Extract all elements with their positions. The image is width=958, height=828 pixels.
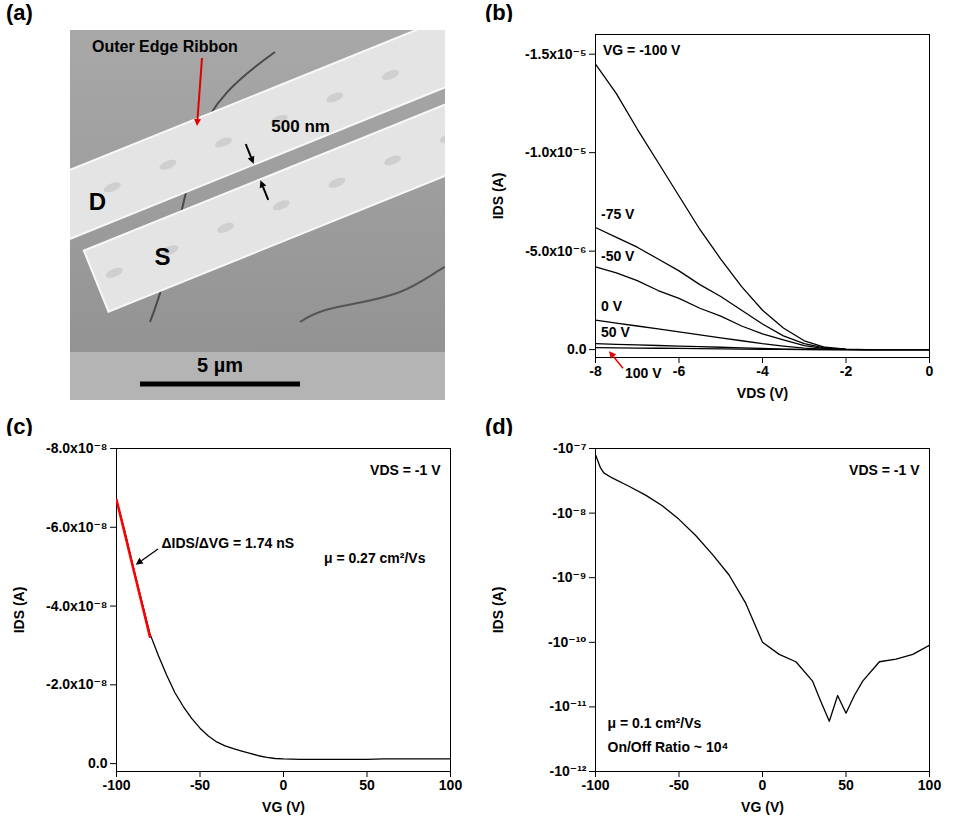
svg-text:500 nm: 500 nm [271,117,330,136]
svg-text:50: 50 [838,777,854,793]
svg-text:50: 50 [359,777,375,793]
svg-text:VDS (V): VDS (V) [737,385,788,401]
svg-text:0: 0 [926,363,934,379]
svg-text:-6: -6 [673,363,686,379]
svg-text:-50: -50 [669,777,689,793]
svg-text:100: 100 [918,777,942,793]
svg-text:VG (V): VG (V) [262,799,305,815]
svg-text:-1.0x10⁻⁵: -1.0x10⁻⁵ [525,144,586,160]
svg-text:ΔIDS/ΔVG = 1.74 nS: ΔIDS/ΔVG = 1.74 nS [162,535,295,551]
svg-text:IDS (A): IDS (A) [11,587,27,634]
html-text:(a): (a) [6,0,33,25]
svg-text:0 V: 0 V [601,298,623,314]
svg-text:-100: -100 [102,777,130,793]
svg-text:-10⁻⁷: -10⁻⁷ [553,440,587,456]
svg-text:μ = 0.27 cm²/Vs: μ = 0.27 cm²/Vs [324,550,426,566]
svg-text:IDS (A): IDS (A) [490,173,506,220]
html-text:(c): (c) [6,414,33,439]
svg-text:-10⁻⁹: -10⁻⁹ [552,569,586,585]
svg-text:-1.5x10⁻⁵: -1.5x10⁻⁵ [525,46,586,62]
svg-text:100 V: 100 V [625,365,662,381]
svg-text:0: 0 [280,777,288,793]
svg-text:-10⁻¹⁰: -10⁻¹⁰ [548,634,586,650]
svg-text:Outer Edge Ribbon: Outer Edge Ribbon [92,38,238,55]
svg-text:IDS (A): IDS (A) [490,587,506,634]
svg-text:μ = 0.1 cm²/Vs: μ = 0.1 cm²/Vs [608,715,702,731]
svg-text:-100: -100 [581,777,609,793]
svg-text:100: 100 [439,777,463,793]
svg-text:0.0: 0.0 [567,341,587,357]
svg-text:-10⁻¹²: -10⁻¹² [549,763,587,779]
svg-text:-2.0x10⁻⁸: -2.0x10⁻⁸ [46,676,108,692]
svg-text:-75 V: -75 V [601,206,635,222]
svg-text:-10⁻¹¹: -10⁻¹¹ [550,698,587,714]
svg-text:5 µm: 5 µm [197,354,243,376]
svg-text:-50 V: -50 V [601,248,635,264]
svg-text:0: 0 [759,777,767,793]
svg-text:-10⁻⁸: -10⁻⁸ [552,505,586,521]
svg-text:D: D [89,188,106,215]
svg-text:-8.0x10⁻⁸: -8.0x10⁻⁸ [46,440,108,456]
svg-text:-4: -4 [756,363,769,379]
svg-text:VDS = -1 V: VDS = -1 V [370,462,441,478]
svg-text:On/Off Ratio ~ 10⁴: On/Off Ratio ~ 10⁴ [608,739,729,755]
svg-text:0.0: 0.0 [88,755,108,771]
svg-text:-8: -8 [589,363,602,379]
svg-text:S: S [155,243,171,270]
svg-text:-5.0x10⁻⁶: -5.0x10⁻⁶ [525,243,586,259]
svg-text:50 V: 50 V [601,324,630,340]
html-text:(b): (b) [485,0,514,25]
html-text:(d): (d) [485,414,514,439]
svg-text:-6.0x10⁻⁸: -6.0x10⁻⁸ [46,519,108,535]
svg-text:-4.0x10⁻⁸: -4.0x10⁻⁸ [46,598,108,614]
svg-text:-50: -50 [190,777,210,793]
svg-text:VG (V): VG (V) [741,799,784,815]
svg-text:VDS = -1 V: VDS = -1 V [849,462,920,478]
svg-text:VG = -100 V: VG = -100 V [603,42,681,58]
svg-text:-2: -2 [840,363,853,379]
